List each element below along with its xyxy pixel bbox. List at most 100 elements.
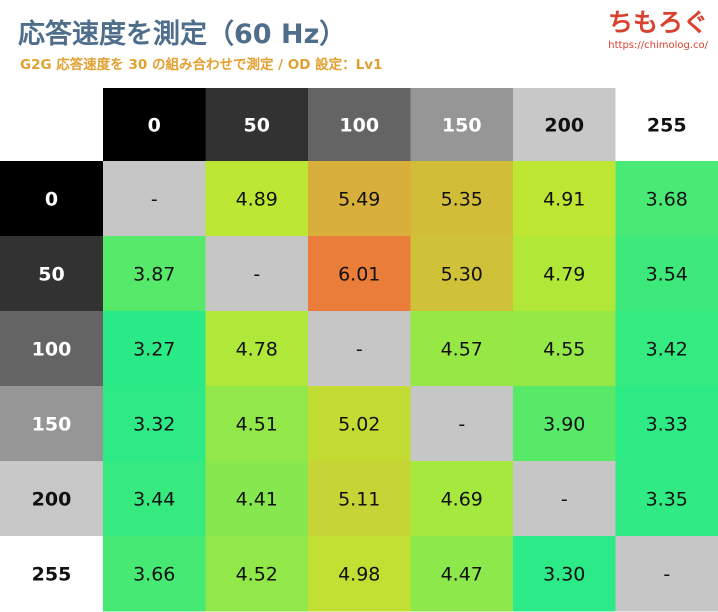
- heatmap-cell: [615, 536, 718, 612]
- heatmap-cell: [308, 236, 411, 312]
- heatmap-cell: [308, 386, 411, 462]
- heatmap-cell-label: 4.98: [338, 564, 380, 586]
- row-header-label: 50: [38, 264, 64, 286]
- heatmap-cell: [410, 311, 514, 387]
- heatmap-cell: [103, 461, 206, 537]
- column-header-label: 0: [148, 115, 161, 137]
- heatmap-cell: [513, 461, 616, 537]
- row-header-label: 0: [45, 189, 58, 211]
- heatmap-cell: [615, 311, 718, 387]
- heatmap-cell: [513, 161, 616, 237]
- heatmap-cell: [103, 311, 206, 387]
- brand-logo: ちもろぐ https://chimolog.co/: [608, 8, 708, 51]
- heatmap-cell: [205, 311, 309, 387]
- heatmap-cell: [513, 236, 616, 312]
- heatmap-cell-label: 5.11: [338, 489, 380, 511]
- row-header-label: 200: [32, 489, 72, 511]
- heatmap-cell-label: 6.01: [338, 264, 380, 286]
- column-header-label: 200: [544, 115, 584, 137]
- column-header-cell: [103, 88, 206, 161]
- heatmap-cell-label: 4.51: [236, 414, 278, 436]
- heatmap-cell: [103, 386, 206, 462]
- heatmap-cell-label: 5.49: [338, 189, 380, 211]
- heatmap-cell: [308, 536, 411, 612]
- heatmap-cell-label: 3.90: [543, 414, 585, 436]
- heatmap-cell: [410, 386, 514, 462]
- row-header-cell: [0, 536, 103, 612]
- heatmap-cell-label: 4.78: [236, 339, 278, 361]
- column-header-cell: [615, 88, 718, 161]
- heatmap-cell-label: -: [356, 339, 363, 361]
- heatmap-cell: [103, 236, 206, 312]
- heatmap-cell-label: 4.91: [543, 189, 585, 211]
- heatmap-cell: [410, 161, 514, 237]
- heatmap-cell-label: 3.30: [543, 564, 585, 586]
- chart-subtitle: G2G 応答速度を 30 の組み合わせで測定 / OD 設定：Lv1: [20, 57, 383, 73]
- heatmap-cell-label: 4.69: [441, 489, 483, 511]
- row-header-cell: [0, 161, 103, 237]
- heatmap-cell: [615, 236, 718, 312]
- heatmap-cell: [103, 536, 206, 612]
- row-header-label: 100: [32, 339, 72, 361]
- row-header-cell: [0, 461, 103, 537]
- column-header-cell: [513, 88, 616, 161]
- heatmap-cell-label: 3.54: [646, 264, 688, 286]
- heatmap-cell-label: 4.41: [236, 489, 278, 511]
- heatmap-cell-label: 5.30: [441, 264, 483, 286]
- row-header-label: 255: [32, 564, 72, 586]
- heatmap-cell-label: 3.66: [133, 564, 175, 586]
- heatmap-cell: [410, 236, 514, 312]
- heatmap-cell-label: 4.57: [441, 339, 483, 361]
- heatmap-cell-label: 3.27: [133, 339, 175, 361]
- heatmap-cell: [308, 311, 411, 387]
- heatmap-cell-label: 4.79: [543, 264, 585, 286]
- heatmap-cell-label: 5.02: [338, 414, 380, 436]
- row-header-cell: [0, 386, 103, 462]
- heatmap-cell: [615, 161, 718, 237]
- heatmap-cell: [308, 461, 411, 537]
- heatmap-cell-label: 5.35: [441, 189, 483, 211]
- heatmap-cell-label: 4.89: [236, 189, 278, 211]
- brand-url: https://chimolog.co/: [608, 40, 708, 51]
- heatmap-cell-label: -: [253, 264, 260, 286]
- column-header-label: 100: [339, 115, 379, 137]
- heatmap-cell-label: -: [663, 564, 670, 586]
- heatmap-cell: [205, 536, 309, 612]
- heatmap-cell: [410, 536, 514, 612]
- heatmap-cell-label: 3.32: [133, 414, 175, 436]
- heatmap-cell: [410, 461, 514, 537]
- heatmap-cell-label: 3.35: [646, 489, 688, 511]
- heatmap-cell-label: 4.55: [543, 339, 585, 361]
- column-header-cell: [308, 88, 411, 161]
- heatmap-cell-label: 4.47: [441, 564, 483, 586]
- heatmap-cell: [103, 161, 206, 237]
- row-header-label: 150: [32, 414, 72, 436]
- heatmap-cell-label: -: [151, 189, 158, 211]
- heatmap-cell-label: 4.52: [236, 564, 278, 586]
- heatmap-cell: [615, 461, 718, 537]
- heatmap-cell: [513, 536, 616, 612]
- heatmap-cell: [205, 236, 309, 312]
- heatmap-cell: [513, 386, 616, 462]
- heatmap-cell: [513, 311, 616, 387]
- row-header-cell: [0, 236, 103, 312]
- row-header-cell: [0, 311, 103, 387]
- heatmap-cell-label: 3.42: [646, 339, 688, 361]
- column-header-cell: [410, 88, 514, 161]
- heatmap-cell-label: 3.44: [133, 489, 175, 511]
- heatmap-cell-label: 3.68: [646, 189, 688, 211]
- chart-title: 応答速度を測定（60 Hz）: [18, 19, 347, 50]
- response-time-heatmap: 0 50 100 150 200 255 0 50 100 150 200 255 - 4.89 5.49 5…: [0, 88, 718, 612]
- heatmap-cell: [205, 386, 309, 462]
- heatmap-cell-label: -: [561, 489, 568, 511]
- column-header-label: 255: [647, 115, 687, 137]
- column-header-cell: [205, 88, 309, 161]
- column-header-label: 50: [244, 115, 270, 137]
- column-header-label: 150: [442, 115, 482, 137]
- heatmap-cell: [205, 461, 309, 537]
- heatmap-cell-label: 3.33: [646, 414, 688, 436]
- brand-name: ちもろぐ: [607, 8, 708, 37]
- heatmap-cell-label: 3.87: [133, 264, 175, 286]
- heatmap-cell: [308, 161, 411, 237]
- heatmap-cell-label: -: [458, 414, 465, 436]
